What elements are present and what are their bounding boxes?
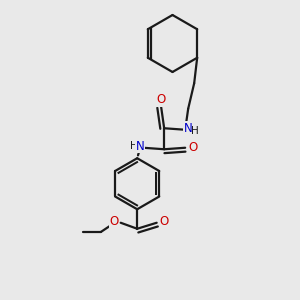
Text: O: O	[160, 215, 169, 228]
Text: O: O	[110, 215, 119, 228]
Text: N: N	[136, 140, 145, 153]
Text: O: O	[188, 141, 197, 154]
Text: H: H	[191, 126, 199, 136]
Text: N: N	[184, 122, 193, 135]
Text: H: H	[130, 141, 137, 151]
Text: O: O	[157, 93, 166, 106]
